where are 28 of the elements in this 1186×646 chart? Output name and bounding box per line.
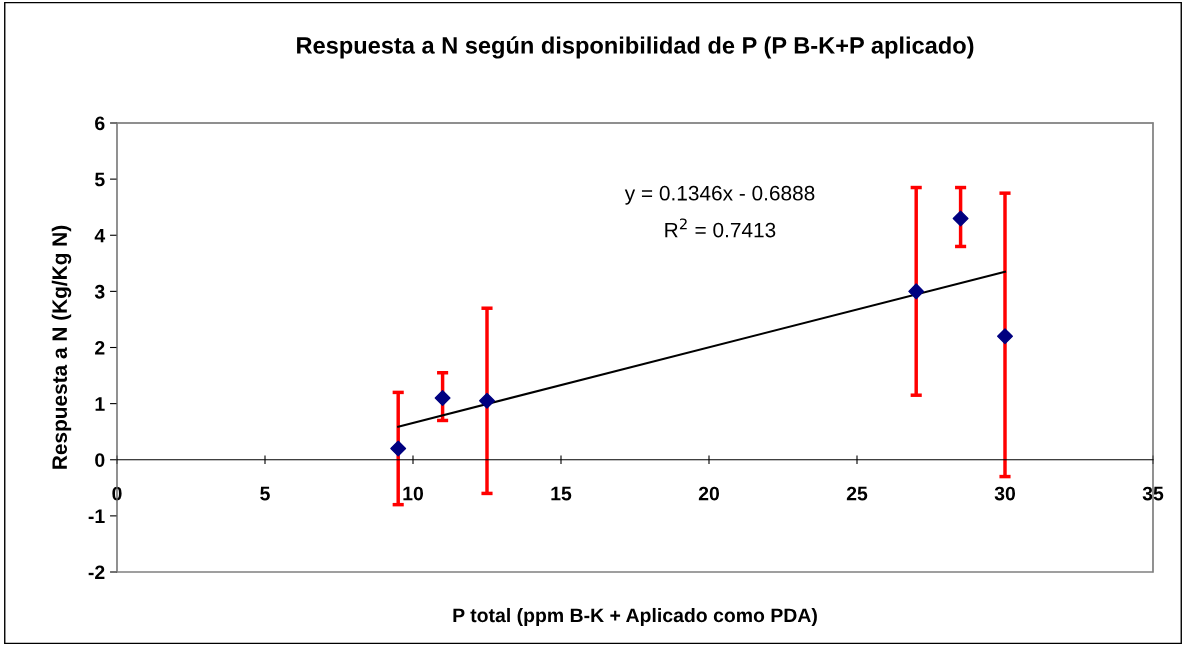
y-tick-label: 0 bbox=[95, 453, 105, 467]
point bbox=[434, 390, 451, 406]
y-axis-title: Respuesta a N (Kg/Kg N) bbox=[51, 225, 72, 469]
y-tick-label: -2 bbox=[88, 565, 105, 580]
point bbox=[479, 392, 495, 409]
x-tick-label: 35 bbox=[1142, 486, 1164, 501]
x-tick-label: 5 bbox=[260, 486, 270, 501]
point bbox=[908, 283, 925, 300]
annotation: y = 0.1346x - 0.6888 bbox=[624, 185, 815, 205]
y-tick-label: 2 bbox=[95, 340, 105, 355]
y-tick-label: 5 bbox=[94, 172, 105, 187]
chart-title: Respuesta a N según disponibilidad de P (P B-K+P aplicado) bbox=[297, 36, 974, 59]
y-tick-label: 6 bbox=[95, 116, 105, 131]
point bbox=[390, 440, 407, 457]
x-tick-label: 20 bbox=[698, 486, 720, 501]
y-tick-label: 1 bbox=[95, 397, 105, 411]
y-tick-label: -1 bbox=[88, 509, 105, 523]
annotation: R$^{2}$ = 0.7413 bbox=[665, 218, 776, 238]
point bbox=[952, 210, 969, 227]
y-tick-label: 3 bbox=[94, 284, 105, 299]
point bbox=[997, 328, 1013, 345]
x-tick-label: 15 bbox=[551, 486, 572, 501]
x-axis-title: P total (ppm B-K + Aplicado como PDA) bbox=[453, 607, 817, 627]
x-tick-label: 0 bbox=[112, 486, 122, 501]
x-tick-label: 10 bbox=[403, 486, 424, 501]
x-tick-label: 25 bbox=[846, 486, 868, 501]
x-tick-label: 30 bbox=[994, 486, 1016, 501]
y-tick-label: 4 bbox=[94, 228, 106, 243]
